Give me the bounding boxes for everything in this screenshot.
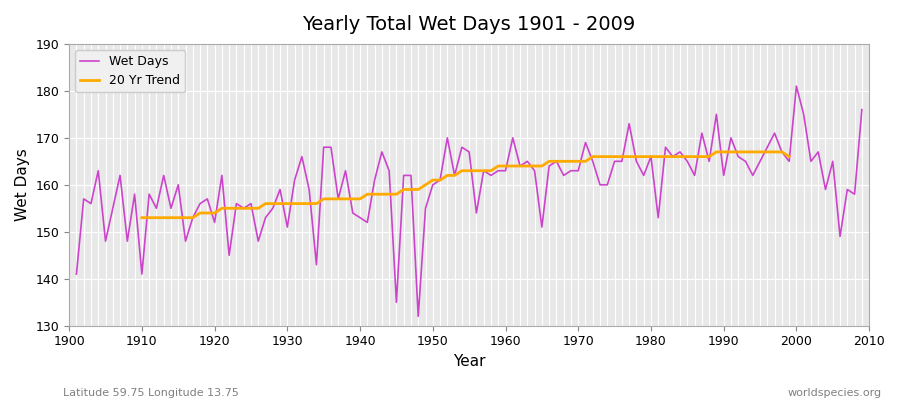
Wet Days xyxy=(508,136,518,140)
Wet Days xyxy=(333,196,344,201)
20 Yr Trend xyxy=(784,154,795,159)
Wet Days xyxy=(413,314,424,319)
20 Yr Trend xyxy=(137,215,148,220)
Legend: Wet Days, 20 Yr Trend: Wet Days, 20 Yr Trend xyxy=(76,50,185,92)
Wet Days xyxy=(857,107,868,112)
20 Yr Trend xyxy=(762,150,773,154)
20 Yr Trend xyxy=(333,196,344,201)
Y-axis label: Wet Days: Wet Days xyxy=(15,148,30,221)
Text: worldspecies.org: worldspecies.org xyxy=(788,388,882,398)
20 Yr Trend xyxy=(588,154,598,159)
Wet Days xyxy=(289,178,300,182)
Wet Days xyxy=(595,182,606,187)
20 Yr Trend xyxy=(224,206,235,211)
Wet Days xyxy=(791,84,802,88)
Wet Days xyxy=(130,192,140,196)
Wet Days xyxy=(71,272,82,276)
Title: Yearly Total Wet Days 1901 - 2009: Yearly Total Wet Days 1901 - 2009 xyxy=(302,15,635,34)
Line: 20 Yr Trend: 20 Yr Trend xyxy=(142,152,789,218)
X-axis label: Year: Year xyxy=(453,354,485,369)
Line: Wet Days: Wet Days xyxy=(76,86,862,316)
Wet Days xyxy=(500,168,511,173)
20 Yr Trend xyxy=(675,154,686,159)
Text: Latitude 59.75 Longitude 13.75: Latitude 59.75 Longitude 13.75 xyxy=(63,388,238,398)
20 Yr Trend xyxy=(689,154,700,159)
20 Yr Trend xyxy=(711,150,722,154)
